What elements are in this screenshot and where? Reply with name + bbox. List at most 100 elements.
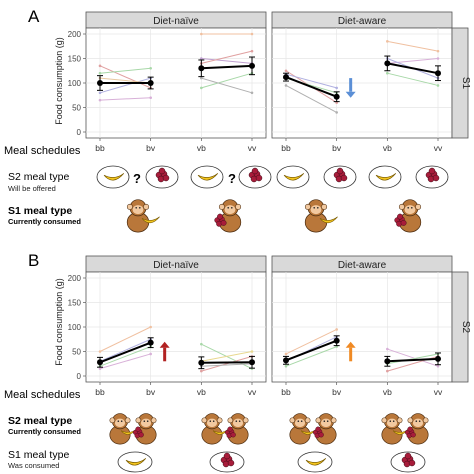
individual-point — [250, 49, 254, 53]
berries-icon — [132, 426, 144, 439]
x-tick-label: bb — [95, 143, 105, 153]
mean-line — [387, 357, 439, 363]
berries-icon — [214, 213, 227, 227]
individual-point — [98, 91, 102, 95]
individual-line — [387, 72, 439, 86]
facet-strip-label: Diet-aware — [338, 260, 387, 271]
x-tick-label: bv — [332, 143, 342, 153]
monkey-icon — [109, 413, 131, 445]
banana-icon — [319, 216, 338, 224]
monkey-icon — [289, 413, 311, 445]
x-tick-label: vv — [248, 387, 257, 397]
x-tick-label: vv — [434, 387, 443, 397]
effect-arrow-head — [345, 91, 356, 98]
x-tick-label: bv — [146, 387, 156, 397]
individual-line — [99, 65, 151, 89]
individual-line — [99, 326, 151, 352]
individual-point — [335, 111, 338, 114]
individual-point — [386, 347, 389, 351]
individual-point — [200, 76, 203, 80]
y-tick-label: 150 — [68, 55, 82, 64]
mean-line — [285, 76, 338, 98]
individual-line — [201, 363, 253, 367]
y-tick-label: 0 — [77, 372, 82, 381]
monkey-icon — [227, 413, 249, 445]
banana-icon — [197, 173, 219, 181]
individual-point — [98, 71, 102, 75]
facet-a-naive: Diet-naïve 0 50 100 150 200 bb bv vb vv — [68, 11, 267, 153]
individual-point — [200, 32, 203, 36]
facet-b-naive: Diet-naïve 0 50 100 150 200 bb bv vb vv — [68, 255, 267, 397]
mean-point — [283, 357, 289, 364]
individual-point — [250, 32, 254, 36]
panel-b-y-axis-label: Food consumption (g) — [54, 278, 64, 366]
mean-point — [249, 359, 255, 366]
individual-line — [99, 346, 151, 367]
question-mark: ? — [228, 171, 236, 186]
individual-point — [98, 350, 102, 353]
banana-icon — [283, 173, 305, 181]
facet-strip-label: Diet-aware — [338, 16, 387, 27]
individual-line — [285, 85, 337, 113]
individual-line — [201, 58, 253, 64]
individual-point — [200, 369, 203, 373]
berries-icon — [220, 452, 235, 468]
thought-bubble — [297, 451, 333, 473]
banana-icon — [125, 458, 147, 466]
thought-bubble — [190, 165, 224, 189]
individual-point — [250, 91, 254, 95]
panel-a-legend-2-title: S1 meal type — [8, 205, 72, 217]
mean-point — [198, 65, 205, 72]
facet-b-aware: Diet-aware bb bv vb vv — [271, 255, 453, 397]
panel-a-legend-1-title: S2 meal type — [8, 171, 69, 183]
x-tick-label: vb — [383, 387, 392, 397]
berries-icon — [312, 426, 324, 439]
individual-point — [335, 328, 338, 331]
individual-point — [284, 84, 288, 87]
individual-line — [387, 353, 439, 365]
row-strip-label: S1 — [460, 77, 471, 90]
individual-point — [284, 364, 288, 368]
individual-point — [149, 352, 152, 356]
individual-line — [99, 67, 151, 74]
individual-line — [201, 77, 253, 94]
individual-point — [284, 352, 288, 356]
row-strip-label: S2 — [460, 321, 471, 334]
banana-icon — [375, 173, 397, 181]
mean-point — [384, 358, 391, 365]
panel-b-legend-2-title: S1 meal type — [8, 449, 69, 461]
x-tick-label: bb — [95, 387, 105, 397]
x-tick-label: bb — [281, 143, 291, 153]
individual-point — [149, 325, 152, 329]
x-tick-label: bv — [146, 143, 156, 153]
row-strip-box — [451, 27, 469, 139]
mean-point — [283, 74, 289, 81]
individual-line — [201, 355, 253, 372]
mean-point — [147, 339, 154, 346]
y-tick-label: 200 — [68, 30, 82, 39]
mean-line — [99, 341, 152, 364]
monkey-icon — [126, 199, 150, 233]
panel-b-letter: B — [28, 251, 39, 270]
berries-icon — [401, 452, 416, 468]
x-tick-label: vv — [434, 143, 443, 153]
y-tick-label: 100 — [68, 323, 82, 332]
individual-line — [387, 58, 439, 64]
monkey-icon — [398, 199, 422, 233]
y-tick-label: 0 — [77, 128, 82, 137]
x-tick-label: vv — [248, 143, 257, 153]
question-mark: ? — [133, 171, 141, 186]
individual-point — [436, 84, 440, 87]
monkey-icon — [304, 199, 328, 233]
individual-point — [98, 98, 102, 102]
individual-line — [285, 73, 337, 89]
individual-line — [99, 353, 151, 370]
individual-line — [285, 346, 337, 367]
y-tick-label: 50 — [72, 348, 81, 357]
row-strip-s2: S2 — [451, 271, 471, 383]
monkey-icon — [201, 413, 223, 445]
monkey-icon — [381, 413, 403, 445]
individual-point — [200, 57, 203, 60]
individual-point — [149, 67, 152, 70]
